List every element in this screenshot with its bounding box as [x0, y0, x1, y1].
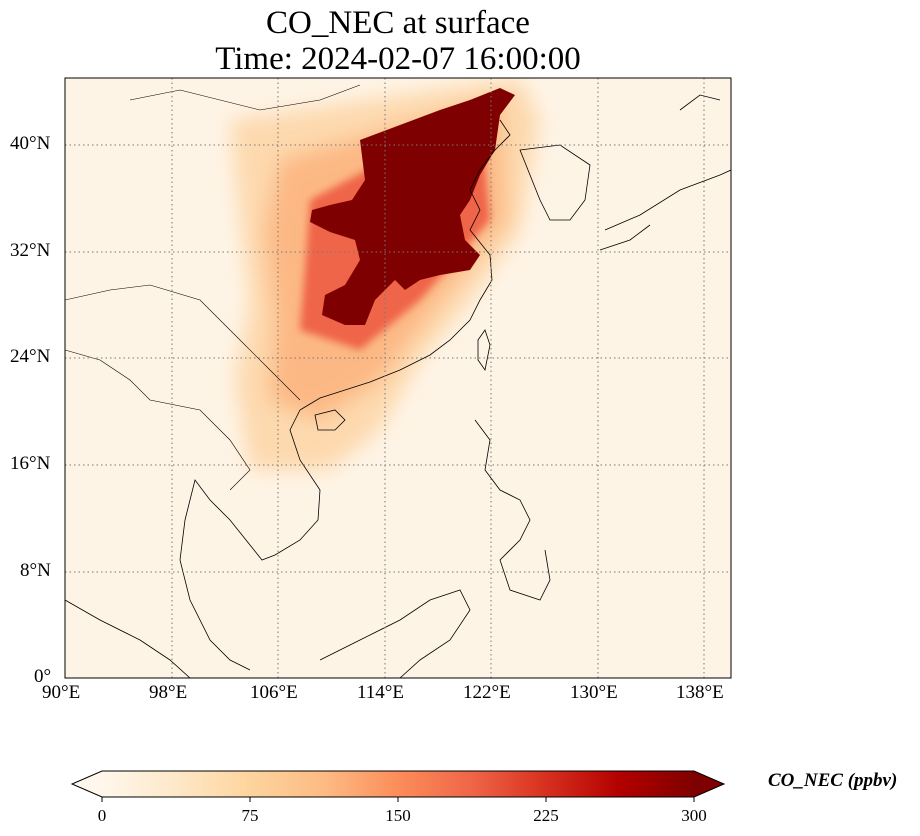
coastlines	[65, 84, 731, 678]
lat-tick-label: 8°N	[20, 560, 51, 581]
border-indochina	[65, 349, 251, 491]
japan-coast	[599, 94, 731, 251]
map-frame	[64, 77, 732, 679]
taiwan-coast	[477, 329, 491, 371]
sumatra-coast	[65, 599, 191, 678]
map-time-subtitle: Time: 2024-02-07 16:00:00	[215, 41, 581, 77]
colorbar	[70, 770, 726, 802]
indochina-coast	[179, 409, 321, 671]
colorbar-gradient	[102, 771, 694, 797]
lon-tick-label: 114°E	[357, 682, 404, 703]
lon-tick-label: 122°E	[463, 682, 511, 703]
borneo-coast	[319, 589, 471, 678]
lon-tick-label: 106°E	[250, 682, 298, 703]
lon-tick-label: 98°E	[149, 682, 188, 703]
gridlines	[65, 78, 731, 678]
lat-tick-label: 40°N	[10, 133, 51, 154]
map-title: CO_NEC at surface	[266, 5, 530, 41]
colorbar-tick-label: 0	[97, 806, 107, 825]
border-south-china	[65, 284, 301, 401]
lon-tick-label: 90°E	[42, 682, 81, 703]
lon-tick-label: 130°E	[570, 682, 618, 703]
colorbar-min-extend	[72, 771, 102, 797]
colorbar-max-extend	[694, 771, 724, 797]
china-coastline	[299, 119, 511, 411]
colorbar-tick-label: 75	[241, 806, 259, 825]
lon-tick-label: 138°E	[676, 682, 724, 703]
lat-tick-label: 24°N	[10, 346, 51, 367]
concentration-field	[65, 78, 731, 678]
border-mongolia	[129, 84, 361, 111]
hainan-coast	[314, 409, 346, 431]
lat-tick-label: 0°	[34, 666, 52, 687]
colorbar-label: CO_NEC (ppbv)	[768, 770, 898, 791]
lat-tick-label: 32°N	[10, 240, 51, 261]
colorbar-tick-label: 150	[385, 806, 411, 825]
plume-core	[310, 88, 515, 325]
korea-coast	[519, 144, 591, 221]
lat-tick-label: 16°N	[10, 453, 51, 474]
philippines-coast	[474, 419, 551, 601]
colorbar-tick-label: 300	[681, 806, 707, 825]
colorbar-tick-label: 225	[533, 806, 559, 825]
